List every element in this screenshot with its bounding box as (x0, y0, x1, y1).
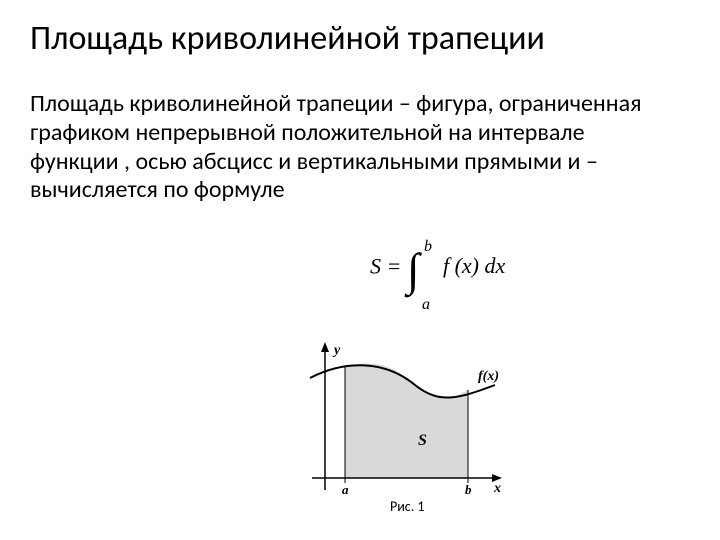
body-text: Площадь криволинейной трапеции – фигура,… (30, 90, 670, 205)
curvilinear-trapezoid-diagram: y x f(x) S a b (290, 340, 510, 510)
diagram-svg: y x f(x) S a b (290, 340, 510, 500)
slide: Площадь криволинейной трапеции Площадь к… (0, 0, 720, 540)
slide-title: Площадь криволинейной трапеции (30, 18, 690, 59)
b-label: b (465, 482, 472, 497)
x-axis-label: x (493, 481, 501, 496)
shaded-region (345, 363, 468, 478)
upper-bound: b (424, 238, 432, 256)
integrand: f (x) dx (443, 253, 505, 278)
integral-sign-icon: ∫ (407, 252, 420, 289)
lower-bound: a (422, 296, 430, 314)
region-label: S (418, 432, 427, 449)
curve-label: f(x) (478, 369, 499, 384)
formula-lhs: S = (370, 253, 401, 278)
y-axis-label: y (332, 343, 341, 358)
y-axis-arrow-icon (321, 342, 329, 352)
a-label: a (342, 482, 349, 497)
figure-caption: Рис. 1 (390, 498, 425, 515)
integral-formula: S = ∫ b a f (x) dx (370, 250, 505, 287)
